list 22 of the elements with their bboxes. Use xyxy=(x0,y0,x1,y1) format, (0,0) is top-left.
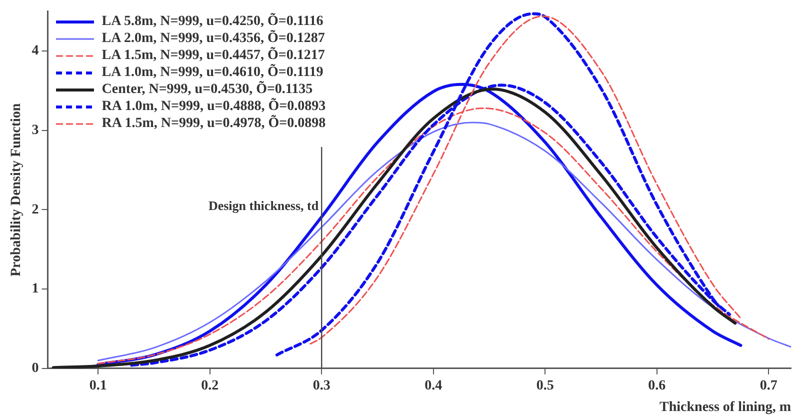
x-tick-label: 0.1 xyxy=(89,378,107,394)
legend-label: RA 1.0m, N=999, u=0.4888, Õ=0.0893 xyxy=(102,98,326,115)
x-tick-label: 0.6 xyxy=(648,378,666,394)
y-tick-label: 4 xyxy=(32,44,39,59)
ref-line-label: Design thickness, td xyxy=(208,198,320,214)
x-tick-label: 0.5 xyxy=(536,378,554,394)
y-tick-label: 3 xyxy=(32,123,39,138)
y-tick-label: 2 xyxy=(32,202,39,218)
legend-label: RA 1.5m, N=999, u=0.4978, Õ=0.0898 xyxy=(102,115,326,132)
y-axis-title: Probability Density Function xyxy=(9,103,24,276)
legend-label: LA 1.5m, N=999, u=0.4457, Õ=0.1217 xyxy=(102,47,325,64)
y-tick-label: 0 xyxy=(32,361,39,376)
x-tick-label: 0.4 xyxy=(424,378,442,394)
legend-label: LA 2.0m, N=999, u=0.4356, Õ=0.1287 xyxy=(102,30,325,47)
x-tick-label: 0.2 xyxy=(201,378,219,394)
y-tick-label: 1 xyxy=(32,282,39,297)
x-tick-label: 0.7 xyxy=(760,378,778,394)
legend-label: LA 5.8m, N=999, u=0.4250, Õ=0.1116 xyxy=(102,13,324,30)
legend-label: Center, N=999, u=0.4530, Õ=0.1135 xyxy=(102,81,313,98)
legend-label: LA 1.0m, N=999, u=0.4610, Õ=0.1119 xyxy=(102,64,324,81)
x-axis-title: Thickness of lining, m xyxy=(660,400,792,416)
x-tick-label: 0.3 xyxy=(312,378,330,394)
